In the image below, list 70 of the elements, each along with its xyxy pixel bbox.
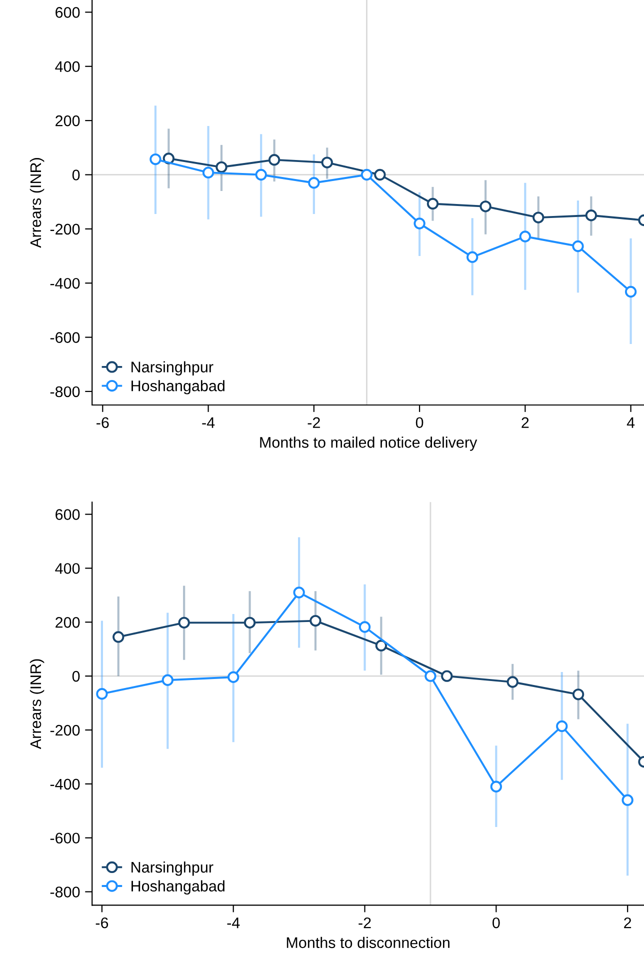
point	[375, 640, 388, 652]
point	[532, 212, 544, 224]
point	[293, 586, 305, 598]
point	[441, 670, 453, 682]
y-tick-label: -800	[50, 386, 80, 398]
point	[556, 720, 568, 732]
legend-label: Narsinghpur	[132, 861, 214, 876]
point	[216, 161, 228, 173]
y-tick-label: 600	[56, 509, 80, 520]
y-tick-label: -400	[50, 278, 80, 289]
point	[202, 166, 214, 178]
point	[178, 616, 190, 629]
point	[519, 230, 532, 242]
point	[466, 251, 478, 263]
point	[624, 286, 637, 298]
x-tick-label: -6	[96, 917, 108, 928]
y-tick-label: 400	[55, 563, 80, 574]
x-tick-label: -2	[358, 917, 371, 928]
point	[572, 688, 584, 700]
y-tick-label: 600	[56, 7, 80, 18]
point	[374, 168, 386, 181]
y-tick-label: 200	[56, 617, 80, 628]
legend-label: Hoshangabad	[132, 380, 224, 394]
point	[321, 156, 333, 168]
point	[622, 794, 634, 806]
y-axis-title: Arrears (INR)	[30, 659, 44, 750]
point	[112, 631, 124, 643]
y-tick-label: -600	[50, 832, 80, 844]
point	[490, 780, 502, 792]
y-tick-label: -200	[50, 724, 80, 736]
x-tick-label: 2	[624, 917, 632, 928]
point	[162, 674, 174, 686]
y-tick-label: -400	[50, 778, 80, 790]
point	[150, 153, 162, 166]
y-tick-label: -600	[50, 332, 80, 343]
point	[308, 177, 320, 189]
y-axis-title: Arrears (INR)	[30, 158, 44, 248]
legend-label: Narsinghpur	[132, 361, 214, 376]
point	[310, 614, 322, 627]
point	[414, 218, 426, 230]
legend-label: Hoshangabad	[132, 880, 224, 895]
point	[255, 168, 267, 181]
x-axis-title: Months to disconnection	[286, 936, 450, 948]
point	[585, 210, 598, 222]
x-tick-label: -4	[202, 417, 215, 428]
y-tick-label: -800	[50, 886, 80, 898]
x-tick-label: 0	[492, 917, 500, 928]
x-tick-label: 2	[522, 417, 529, 428]
y-tick-label: -200	[50, 224, 80, 235]
x-tick-label: -6	[96, 417, 109, 428]
point	[228, 671, 240, 683]
x-tick-label: 4	[626, 417, 635, 428]
y-tick-label: 200	[56, 115, 80, 126]
x-axis-title: Months to mailed notice delivery	[260, 436, 478, 451]
point	[244, 616, 256, 629]
point	[268, 154, 280, 166]
y-tick-label: 0	[72, 170, 80, 180]
point	[360, 168, 373, 181]
point	[424, 670, 436, 682]
x-tick-label: -4	[227, 918, 240, 928]
point	[572, 240, 584, 252]
y-tick-label: 400	[55, 61, 80, 72]
x-tick-label: -2	[308, 417, 320, 428]
point	[96, 688, 108, 700]
y-tick-label: 0	[72, 670, 80, 682]
point	[480, 200, 492, 212]
point	[426, 198, 439, 210]
point	[358, 621, 371, 633]
point	[506, 676, 518, 688]
x-tick-label: 0	[416, 417, 424, 428]
